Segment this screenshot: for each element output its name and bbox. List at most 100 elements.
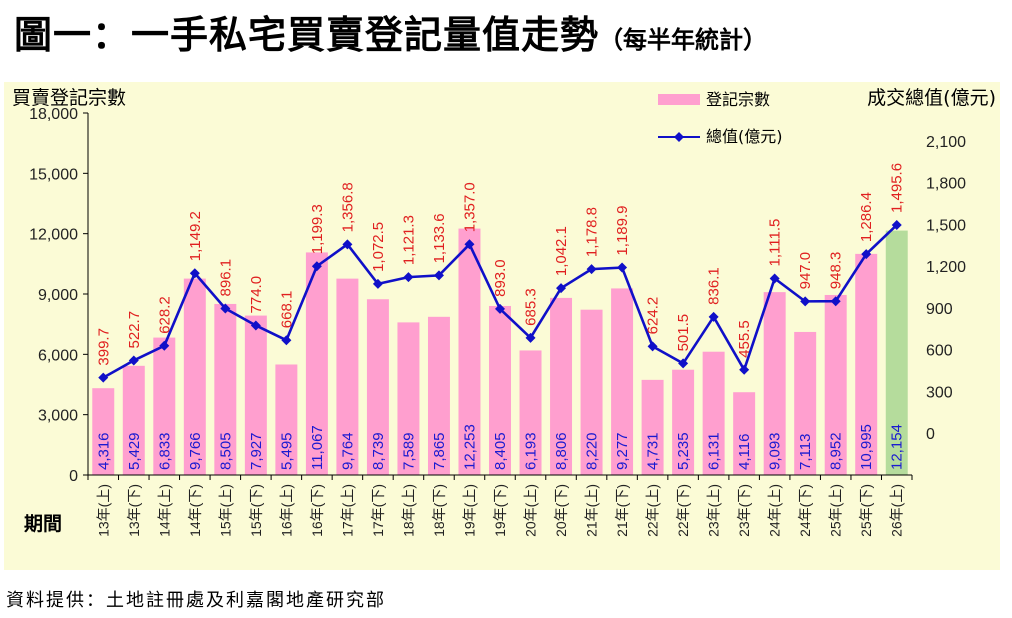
bar — [519, 350, 542, 475]
bar-value-label: 8,739 — [370, 432, 387, 470]
line-value-label: 455.5 — [736, 320, 753, 358]
bar-value-label: 8,405 — [492, 432, 509, 470]
line-value-label: 624.2 — [645, 297, 662, 335]
data-labels: 399.7 522.7 628.2 1,149.2 896.1 774.0 668.1 1,1… — [95, 163, 905, 470]
line-value-label: 628.2 — [156, 296, 173, 334]
line-point — [220, 303, 231, 314]
line-value-label: 1,072.5 — [370, 222, 387, 272]
category-label: 15年(下) — [248, 484, 264, 537]
right-axis-title: 成交總值(億元) — [867, 87, 996, 109]
legend-line-label: 總值(億元) — [706, 127, 783, 146]
category-label: 24年(下) — [797, 484, 813, 537]
category-label: 13年(上) — [95, 484, 111, 537]
line-value-label: 685.3 — [523, 288, 540, 326]
bar-series — [92, 228, 908, 475]
bar — [611, 288, 634, 475]
right-tick-label: 600 — [926, 343, 953, 360]
line-value-label: 1,121.3 — [400, 215, 417, 265]
bar-value-label: 12,253 — [461, 424, 478, 470]
line-value-label: 1,495.6 — [889, 163, 906, 213]
bar — [763, 292, 786, 475]
line-point — [311, 261, 322, 272]
line-point — [800, 296, 811, 307]
axes: 0 3,000 6,000 9,000 12,000 15,000 18,000 0 300 60… — [29, 106, 966, 485]
category-label: 21年(下) — [614, 484, 630, 537]
line-point — [464, 239, 475, 250]
line-value-label: 501.5 — [675, 314, 692, 352]
line-value-label: 1,189.9 — [614, 206, 631, 256]
line-series — [98, 219, 902, 383]
bar — [641, 379, 664, 475]
line-point — [342, 239, 353, 250]
bar-value-label: 9,766 — [187, 432, 204, 470]
line-point — [250, 320, 261, 331]
line-value-label: 522.7 — [126, 311, 143, 349]
left-tick-label: 15,000 — [29, 166, 78, 183]
bar — [366, 299, 389, 475]
line-point — [769, 273, 780, 284]
bar — [153, 337, 176, 475]
bar-value-label: 4,116 — [736, 434, 753, 470]
line-value-label: 399.7 — [95, 328, 112, 366]
line-point — [372, 278, 383, 289]
bar — [427, 316, 450, 475]
line-point — [433, 270, 444, 281]
bar — [794, 331, 817, 475]
line-value-label: 1,042.1 — [553, 226, 570, 276]
bar — [183, 278, 206, 475]
line-point — [617, 262, 628, 273]
bar-value-label: 7,927 — [248, 432, 265, 470]
bar — [550, 297, 573, 475]
bar — [122, 365, 145, 475]
legend-line-marker — [674, 132, 684, 142]
line-point — [647, 341, 658, 352]
bar-value-label: 4,316 — [95, 432, 112, 470]
line-value-label: 668.1 — [278, 291, 295, 329]
category-label: 22年(下) — [675, 484, 691, 537]
line-value-label: 1,356.8 — [339, 182, 356, 232]
bar — [305, 252, 328, 475]
category-label: 23年(上) — [706, 484, 722, 537]
bar-value-label: 8,952 — [828, 432, 845, 470]
left-tick-label: 12,000 — [29, 227, 78, 244]
category-label: 13年(下) — [126, 484, 142, 537]
bar — [855, 253, 878, 475]
bar-value-label: 7,865 — [431, 432, 448, 470]
right-tick-label: 300 — [926, 384, 953, 401]
bar-value-label: 7,113 — [797, 434, 814, 470]
line-value-label: 836.1 — [706, 267, 723, 305]
line-point — [708, 311, 719, 322]
line-value-label: 893.0 — [492, 259, 509, 297]
bar-value-label: 7,589 — [400, 432, 417, 470]
line-point — [586, 264, 597, 275]
legend: 登記宗數 總值(億元) — [658, 90, 783, 146]
left-tick-label: 18,000 — [29, 106, 78, 123]
bar-value-label: 4,731 — [645, 432, 662, 470]
line-point — [281, 335, 292, 346]
right-tick-label: 1,500 — [926, 217, 966, 234]
bar — [702, 351, 725, 475]
bar — [92, 388, 115, 475]
line-point — [556, 283, 567, 294]
category-label: 25年(下) — [858, 484, 874, 537]
bar — [824, 294, 847, 475]
legend-bar-label: 登記宗數 — [706, 90, 770, 109]
title-main: 圖一：一手私宅買賣登記量值走勢 — [14, 13, 600, 57]
category-label: 18年(下) — [431, 484, 447, 537]
line-point — [861, 249, 872, 260]
line-point — [891, 219, 902, 230]
category-labels: 13年(上) 13年(下) 14年(上) 14年(下) 15年(上) 15年(下) 16年(… — [95, 484, 904, 537]
category-label: 20年(上) — [523, 484, 539, 537]
line-point — [98, 372, 109, 383]
line-point — [678, 358, 689, 369]
category-label: 21年(上) — [584, 484, 600, 537]
category-label: 16年(上) — [278, 484, 294, 537]
bar-value-label: 5,235 — [675, 432, 692, 470]
left-axis-title: 買賣登記宗數 — [12, 87, 126, 109]
right-tick-label: 1,200 — [926, 259, 966, 276]
bar — [397, 322, 420, 475]
category-label: 15年(上) — [217, 484, 233, 537]
bar-value-label: 8,505 — [217, 432, 234, 470]
line-value-label: 1,178.8 — [584, 207, 601, 257]
